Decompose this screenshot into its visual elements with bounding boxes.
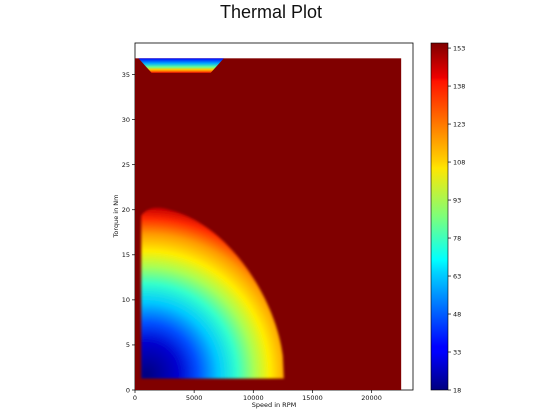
- colorbar-tick-label-4: 78: [453, 234, 461, 242]
- heatmap-envelope-region: [141, 207, 284, 379]
- y-tick-label-6: 30: [122, 116, 130, 124]
- colorbar-tick-label-5: 93: [453, 196, 461, 204]
- y-tick-label-5: 25: [122, 161, 130, 169]
- colorbar-ticks: 18 33 48 63 78 93 108 123 138 153: [448, 44, 465, 394]
- colorbar-tick-label-3: 63: [453, 272, 461, 280]
- x-tick-label-1: 5000: [186, 394, 203, 402]
- y-tick-label-0: 0: [126, 386, 130, 394]
- y-axis-label: Torque in Nm: [112, 195, 120, 239]
- colorbar-tick-label-2: 48: [453, 310, 461, 318]
- page-title: Thermal Plot: [219, 2, 323, 22]
- colorbar-tick-label-0: 18: [453, 386, 461, 394]
- y-tick-label-2: 10: [122, 296, 130, 304]
- y-tick-label-4: 20: [122, 206, 130, 214]
- colorbar-tick-label-6: 108: [453, 158, 465, 166]
- x-axis-ticks: 0 5000 10000 15000 20000: [133, 390, 382, 402]
- x-tick-label-3: 15000: [302, 394, 323, 402]
- colorbar-tick-label-9: 153: [453, 44, 465, 52]
- heatmap-cold-strip: [138, 58, 224, 73]
- y-tick-label-3: 15: [122, 251, 130, 259]
- y-tick-label-7: 35: [122, 71, 130, 79]
- x-tick-label-4: 20000: [361, 394, 382, 402]
- colorbar-tick-label-1: 33: [453, 348, 461, 356]
- y-tick-label-1: 5: [126, 341, 130, 349]
- x-tick-label-0: 0: [133, 394, 137, 402]
- x-axis-label: Speed in RPM: [252, 401, 296, 409]
- colorbar: [430, 42, 449, 391]
- x-tick-label-2: 10000: [243, 394, 264, 402]
- colorbar-tick-label-7: 123: [453, 120, 465, 128]
- colorbar-tick-label-8: 138: [453, 82, 465, 90]
- y-axis-ticks: 0 5 10 15 20 25 30 35: [122, 71, 135, 394]
